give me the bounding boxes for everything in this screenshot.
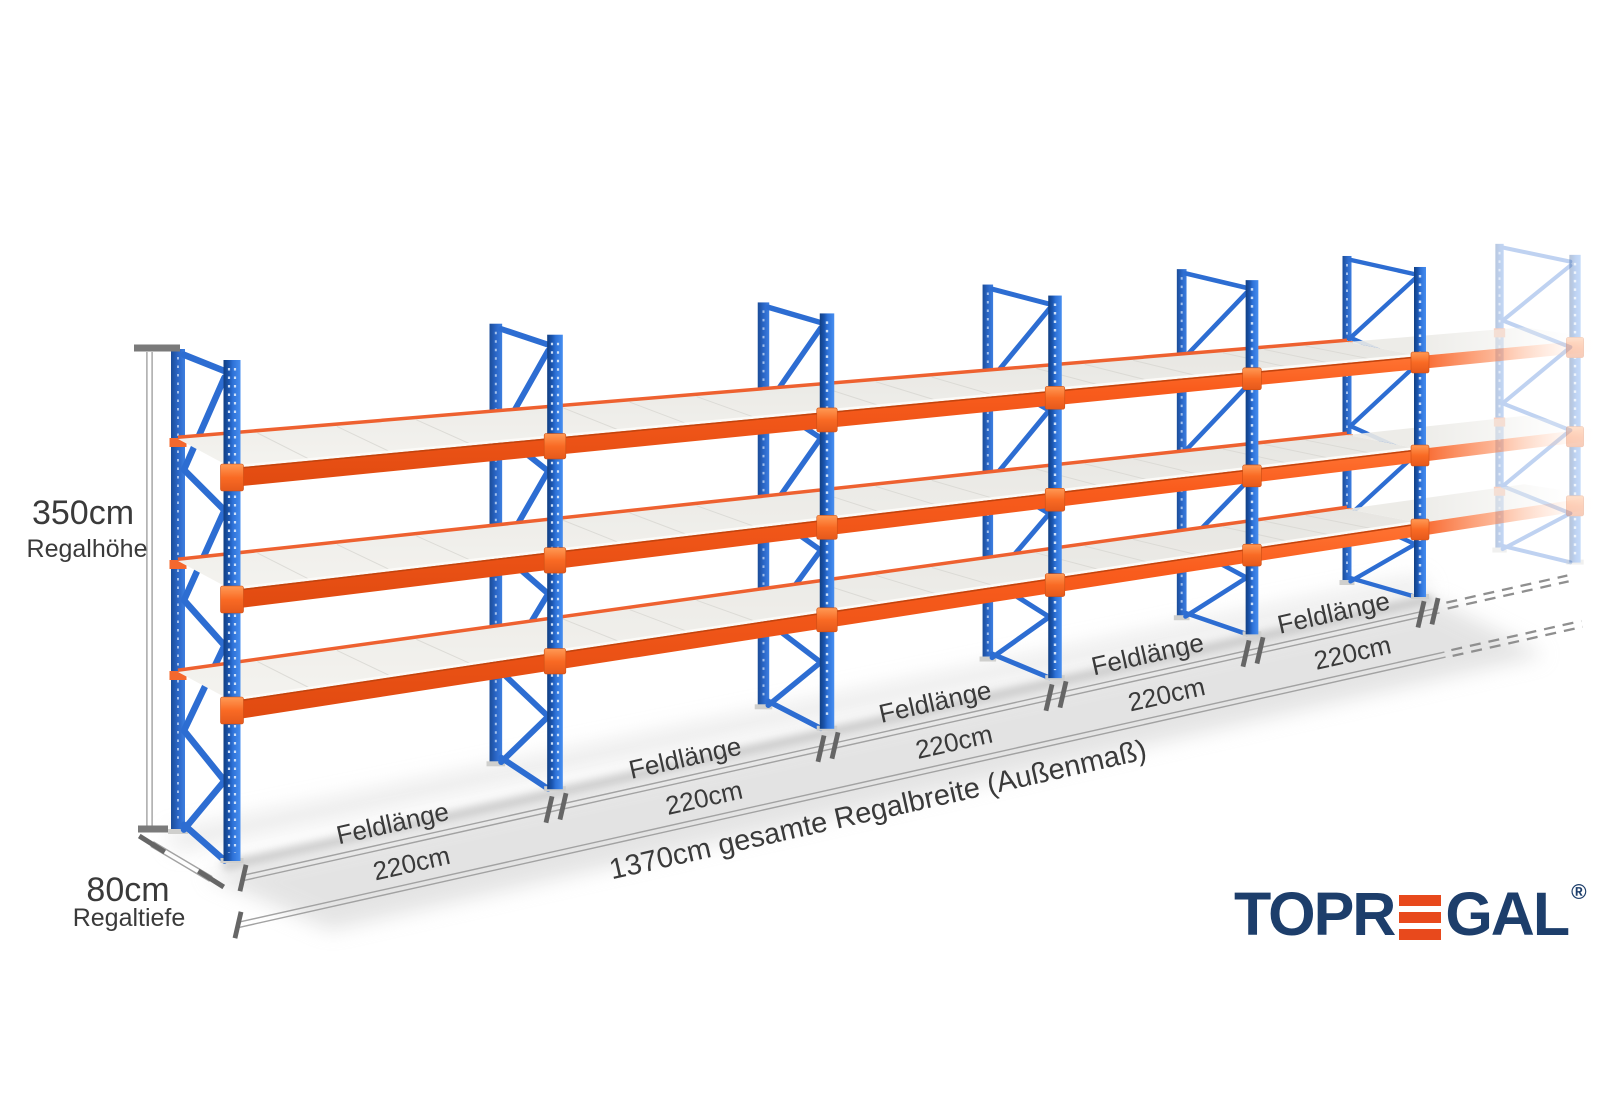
beam-connector-bracket: [543, 547, 567, 574]
depth-label: Regaltiefe: [73, 904, 186, 932]
dimension-lines: [134, 344, 1583, 939]
beam-connector-bracket: [1242, 543, 1262, 567]
beam-connector-bracket: [816, 607, 838, 633]
rack-frame-front-post: [1566, 254, 1584, 565]
rack-frame-front-post: [220, 360, 244, 863]
total-width-dimension: [232, 619, 1583, 939]
beam-connector-bracket: [1242, 464, 1262, 488]
beam-connector-bracket: [1044, 386, 1066, 410]
logo-text-left: TOPR: [1234, 880, 1396, 948]
registered-mark: ®: [1571, 881, 1587, 904]
shelf-panel: [178, 435, 1420, 590]
shelf-panel: [178, 342, 1420, 468]
beam-connector-bracket: [220, 463, 244, 492]
beam-connector-bracket: [1566, 495, 1584, 517]
beam-connector-bracket: [543, 433, 567, 460]
beam-connector-bracket: [1410, 351, 1430, 374]
height-label: Regalhöhe: [27, 535, 148, 563]
ghost-extension-level-2: [1347, 415, 1600, 462]
rack-frame-front-post: [1410, 266, 1430, 600]
beam-connector-bracket: [1566, 337, 1584, 358]
beam-connector-bracket: [1566, 426, 1584, 448]
beam-connector-bracket: [1242, 367, 1262, 390]
beam-connector-bracket: [1044, 488, 1066, 512]
ghost-frame-front: [1566, 254, 1584, 565]
beam-connector-bracket: [1410, 518, 1430, 541]
beam-connector-bracket: [816, 515, 838, 540]
logo-e-bars-icon: [1399, 895, 1442, 940]
height-value: 350cm: [32, 494, 134, 532]
ghost-extension-level-3: [1347, 327, 1600, 369]
rack-frame-front-post: [1242, 280, 1262, 637]
bay-dimension-chain: [237, 574, 1569, 892]
height-dimension: [134, 344, 180, 833]
logo-text-right: GAL: [1445, 880, 1570, 948]
rack-frame-front-post: [816, 313, 838, 731]
beam-connector-bracket: [220, 696, 244, 725]
rack-frame-back: [168, 349, 228, 864]
beam-connector-bracket: [1410, 444, 1430, 467]
shelf-panel: [178, 509, 1420, 701]
rack-frame-front-post: [1044, 295, 1066, 681]
beam-connector-bracket: [543, 648, 567, 675]
depth-dimension: [137, 833, 226, 890]
beam-connector-bracket: [1044, 573, 1066, 597]
ghost-extension-level-1: [1347, 484, 1600, 536]
rack-drawing: [165, 243, 1600, 930]
beam-connector-bracket: [220, 585, 244, 614]
rack-frame-front-post: [543, 334, 567, 792]
toppregal-logo: TOPR GAL ®: [1234, 880, 1587, 948]
depth-value: 80cm: [86, 871, 169, 909]
beam-connector-bracket: [816, 407, 838, 433]
